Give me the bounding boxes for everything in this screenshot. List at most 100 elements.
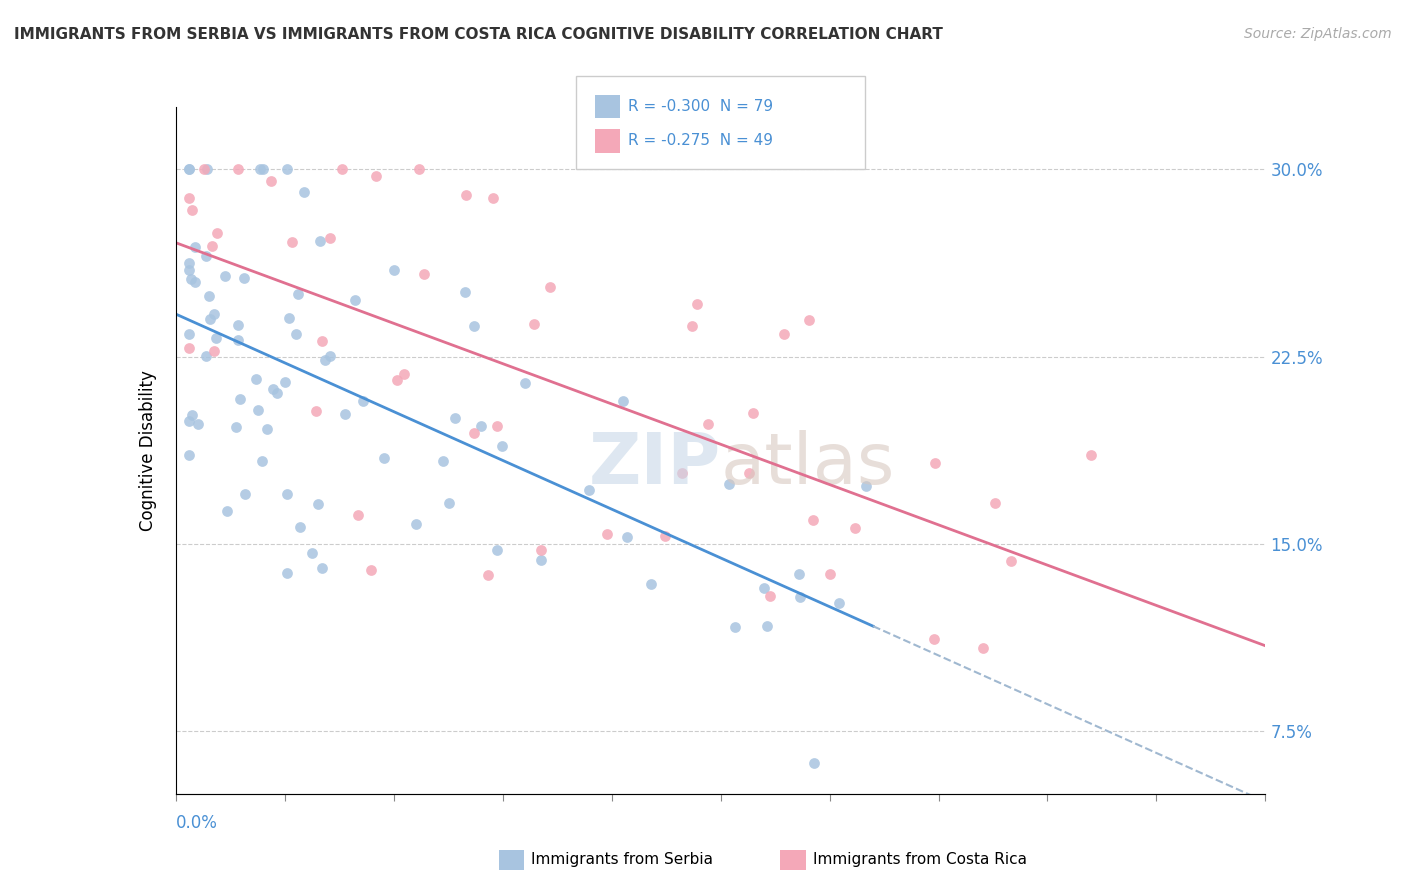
Point	[311, 334, 333, 349]
Point	[413, 268, 436, 282]
Point	[463, 425, 485, 440]
Point	[266, 385, 288, 400]
Point	[477, 567, 499, 582]
Text: Source: ZipAtlas.com: Source: ZipAtlas.com	[1244, 27, 1392, 41]
Point	[373, 451, 395, 466]
Point	[177, 162, 200, 177]
Point	[276, 162, 298, 177]
Point	[309, 234, 332, 248]
Text: 0.0%: 0.0%	[176, 814, 218, 832]
Text: R = -0.275  N = 49: R = -0.275 N = 49	[628, 134, 773, 148]
Point	[818, 566, 841, 581]
Point	[801, 513, 824, 527]
Point	[481, 191, 503, 205]
Point	[250, 453, 273, 467]
Point	[245, 372, 267, 386]
Point	[179, 162, 201, 177]
Point	[233, 487, 256, 501]
Point	[640, 577, 662, 591]
Point	[180, 408, 202, 422]
Point	[307, 497, 329, 511]
Point	[184, 240, 207, 254]
Point	[287, 286, 309, 301]
Point	[486, 542, 509, 557]
Point	[232, 271, 254, 285]
Point	[530, 543, 553, 558]
Point	[799, 313, 821, 327]
Point	[596, 526, 619, 541]
Point	[463, 318, 485, 333]
Point	[756, 619, 779, 633]
Point	[538, 279, 561, 293]
Point	[330, 162, 353, 177]
Point	[983, 496, 1005, 510]
Point	[181, 202, 204, 217]
Point	[177, 327, 200, 342]
Point	[513, 376, 536, 390]
Point	[207, 226, 229, 240]
Point	[256, 422, 278, 436]
Point	[198, 312, 221, 326]
Point	[439, 496, 461, 510]
Point	[318, 231, 340, 245]
Point	[260, 174, 283, 188]
Point	[292, 186, 315, 200]
Point	[278, 311, 301, 326]
Point	[616, 530, 638, 544]
Point	[681, 318, 703, 333]
Point	[177, 448, 200, 462]
Point	[759, 589, 782, 603]
Point	[972, 640, 994, 655]
Point	[491, 439, 513, 453]
Point	[276, 566, 298, 580]
Point	[654, 529, 676, 543]
Point	[844, 521, 866, 535]
Point	[193, 162, 215, 177]
Point	[454, 285, 477, 300]
Point	[202, 307, 225, 321]
Point	[177, 256, 200, 270]
Point	[228, 318, 250, 332]
Point	[229, 392, 252, 407]
Point	[195, 162, 218, 177]
Point	[382, 263, 405, 277]
Point	[444, 410, 467, 425]
Point	[1000, 554, 1022, 568]
Point	[290, 520, 312, 534]
Point	[741, 406, 763, 420]
Point	[180, 271, 202, 285]
Point	[787, 567, 810, 582]
Point	[686, 297, 709, 311]
Point	[305, 404, 328, 418]
Point	[803, 756, 825, 770]
Point	[285, 327, 308, 342]
Point	[353, 394, 375, 409]
Point	[214, 269, 236, 284]
Point	[789, 590, 811, 604]
Point	[486, 419, 509, 434]
Point	[408, 162, 430, 177]
Point	[523, 317, 546, 331]
Point	[612, 394, 634, 409]
Point	[717, 476, 740, 491]
Point	[773, 326, 796, 341]
Point	[385, 373, 408, 387]
Text: Immigrants from Costa Rica: Immigrants from Costa Rica	[813, 853, 1026, 867]
Point	[177, 191, 200, 205]
Point	[195, 349, 218, 363]
Point	[335, 407, 357, 421]
Point	[263, 382, 285, 396]
Point	[280, 235, 302, 249]
Point	[225, 419, 247, 434]
Point	[249, 162, 271, 177]
Point	[752, 581, 775, 595]
Point	[470, 418, 492, 433]
Point	[226, 162, 249, 177]
Point	[177, 341, 200, 355]
Point	[318, 349, 340, 363]
Point	[202, 343, 225, 358]
Point	[344, 293, 367, 308]
Point	[276, 487, 298, 501]
Point	[346, 508, 368, 523]
Point	[311, 561, 333, 575]
